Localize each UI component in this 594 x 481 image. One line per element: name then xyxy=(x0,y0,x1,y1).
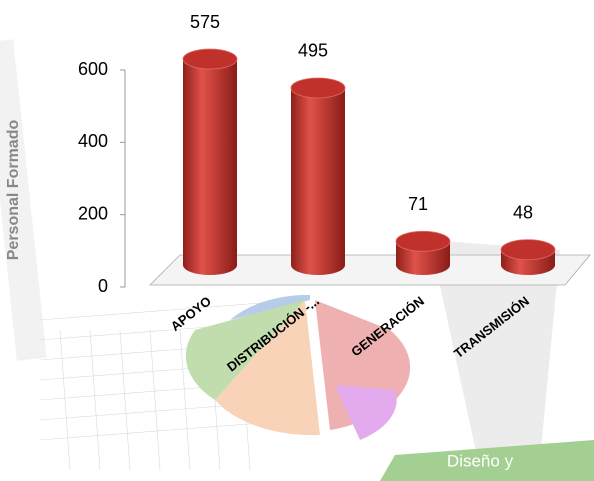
value-label: 48 xyxy=(513,202,533,222)
bar-bottom xyxy=(396,255,450,275)
background-decor xyxy=(0,39,594,481)
bar-top xyxy=(182,48,238,70)
y-tick-label: 600 xyxy=(78,59,108,79)
value-label: 575 xyxy=(190,12,220,32)
bar-top xyxy=(395,230,451,252)
value-label: 71 xyxy=(408,194,428,214)
value-label: 495 xyxy=(298,41,328,61)
bar-bottom xyxy=(183,255,237,275)
y-tick-label: 400 xyxy=(78,131,108,151)
bar xyxy=(182,48,238,275)
bar xyxy=(500,239,556,275)
bar-top xyxy=(500,239,556,261)
floor xyxy=(149,254,591,286)
logo-text: Diseño y xyxy=(447,451,514,470)
bar xyxy=(290,77,346,275)
bar xyxy=(395,230,451,275)
bar-bottom xyxy=(501,255,555,275)
bar-body xyxy=(291,87,345,265)
y-tick-label: 0 xyxy=(98,276,108,296)
y-tick-label: 200 xyxy=(78,203,108,223)
bar-body xyxy=(183,59,237,265)
y-axis-label: Personal Formado xyxy=(5,120,22,261)
bar-bottom xyxy=(291,255,345,275)
bar-top xyxy=(290,77,346,99)
